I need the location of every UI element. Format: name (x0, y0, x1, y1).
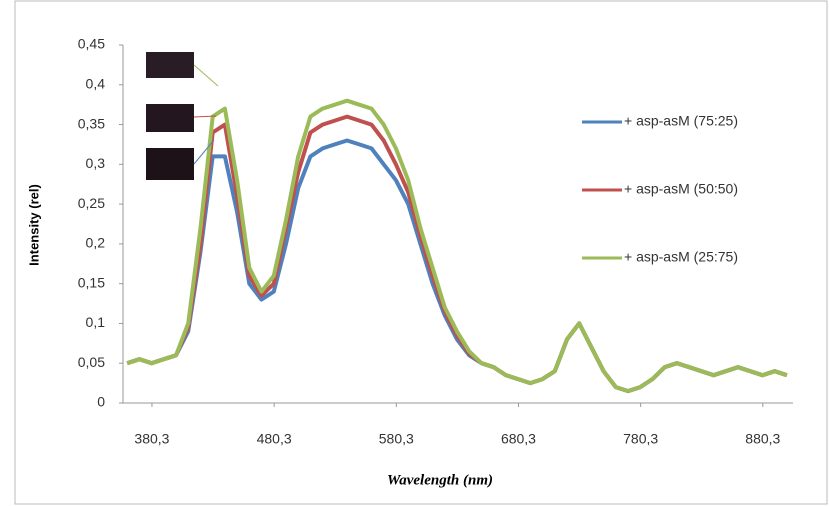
x-axis-title: Wavelength (nm) (387, 472, 493, 488)
y-tick-label: 0,35 (78, 115, 105, 131)
series-line (126, 98, 788, 394)
legend-label: + asp-asM (25:75) (624, 249, 738, 265)
legend-label: + asp-asM (50:50) (624, 181, 738, 197)
connector (193, 115, 217, 118)
plot-area (126, 98, 788, 394)
x-tick-label: 880,3 (745, 431, 780, 447)
x-tick-label: 380,3 (134, 431, 169, 447)
sample-photo (146, 104, 194, 132)
y-tick-label: 0,4 (86, 75, 106, 91)
y-tick-label: 0,25 (78, 195, 105, 211)
y-tick-label: 0 (97, 394, 105, 410)
y-axis-title: Intensity (rel) (26, 184, 41, 266)
y-tick-label: 0,3 (86, 155, 106, 171)
y-tick-label: 0,05 (78, 354, 105, 370)
connector (193, 139, 215, 165)
x-tick-label: 580,3 (379, 431, 414, 447)
y-tick-label: 0,45 (78, 36, 105, 52)
y-tick-label: 0,15 (78, 274, 105, 290)
x-tick-label: 680,3 (501, 431, 536, 447)
connector (193, 64, 219, 87)
x-tick-label: 480,3 (257, 431, 292, 447)
y-tick-label: 0,1 (86, 314, 106, 330)
sample-photo (146, 148, 194, 180)
legend-label: + asp-asM (75:25) (624, 113, 738, 129)
x-tick-label: 780,3 (623, 431, 658, 447)
y-tick-label: 0,2 (86, 235, 106, 251)
sample-photo (146, 52, 194, 78)
